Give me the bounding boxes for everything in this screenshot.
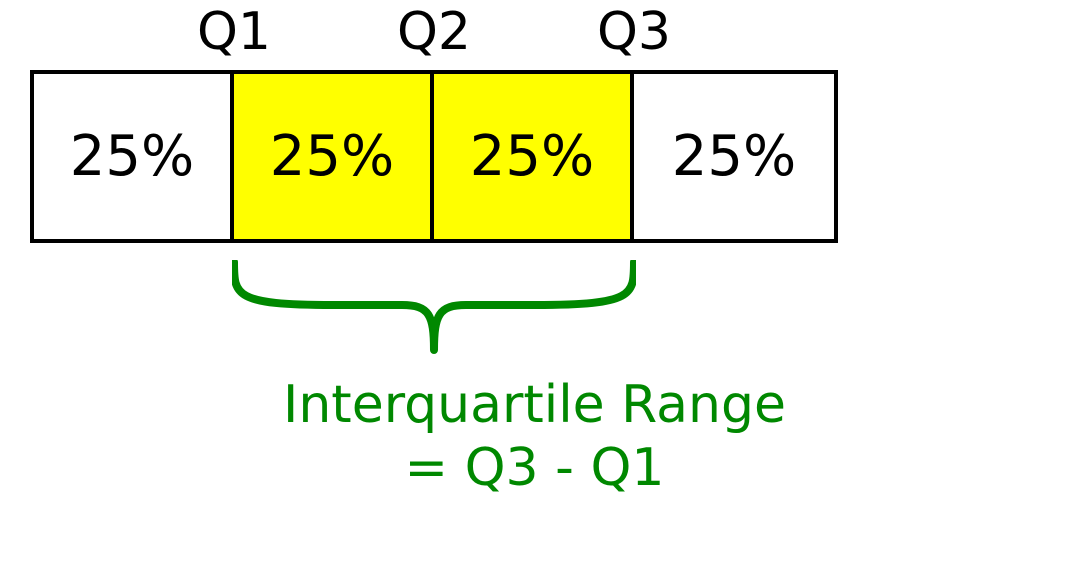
diagram-container: Q1 Q2 Q3 25% 25% 25% 25% Interquartile R… [0,0,1069,562]
quartile-box-1: 25% [34,74,234,239]
quartile-box-4: 25% [634,74,834,239]
iqr-label-line1: Interquartile Range [0,375,1069,435]
quartile-box-3: 25% [434,74,634,239]
quartile-label-q3: Q3 [594,2,674,62]
quartile-boxes: 25% 25% 25% 25% [30,70,838,243]
quartile-label-q1: Q1 [194,2,274,62]
iqr-brace [232,260,636,360]
iqr-label-line2: = Q3 - Q1 [0,438,1069,498]
quartile-box-2: 25% [234,74,434,239]
quartile-label-q2: Q2 [394,2,474,62]
